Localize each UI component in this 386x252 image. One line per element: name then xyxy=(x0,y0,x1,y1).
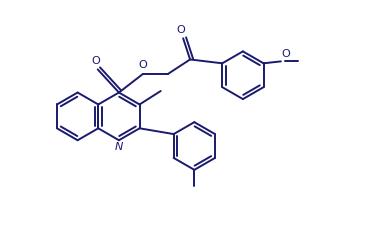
Text: O: O xyxy=(91,56,100,66)
Text: O: O xyxy=(177,25,186,35)
Text: O: O xyxy=(139,60,147,70)
Text: N: N xyxy=(115,142,123,152)
Text: O: O xyxy=(281,49,290,59)
